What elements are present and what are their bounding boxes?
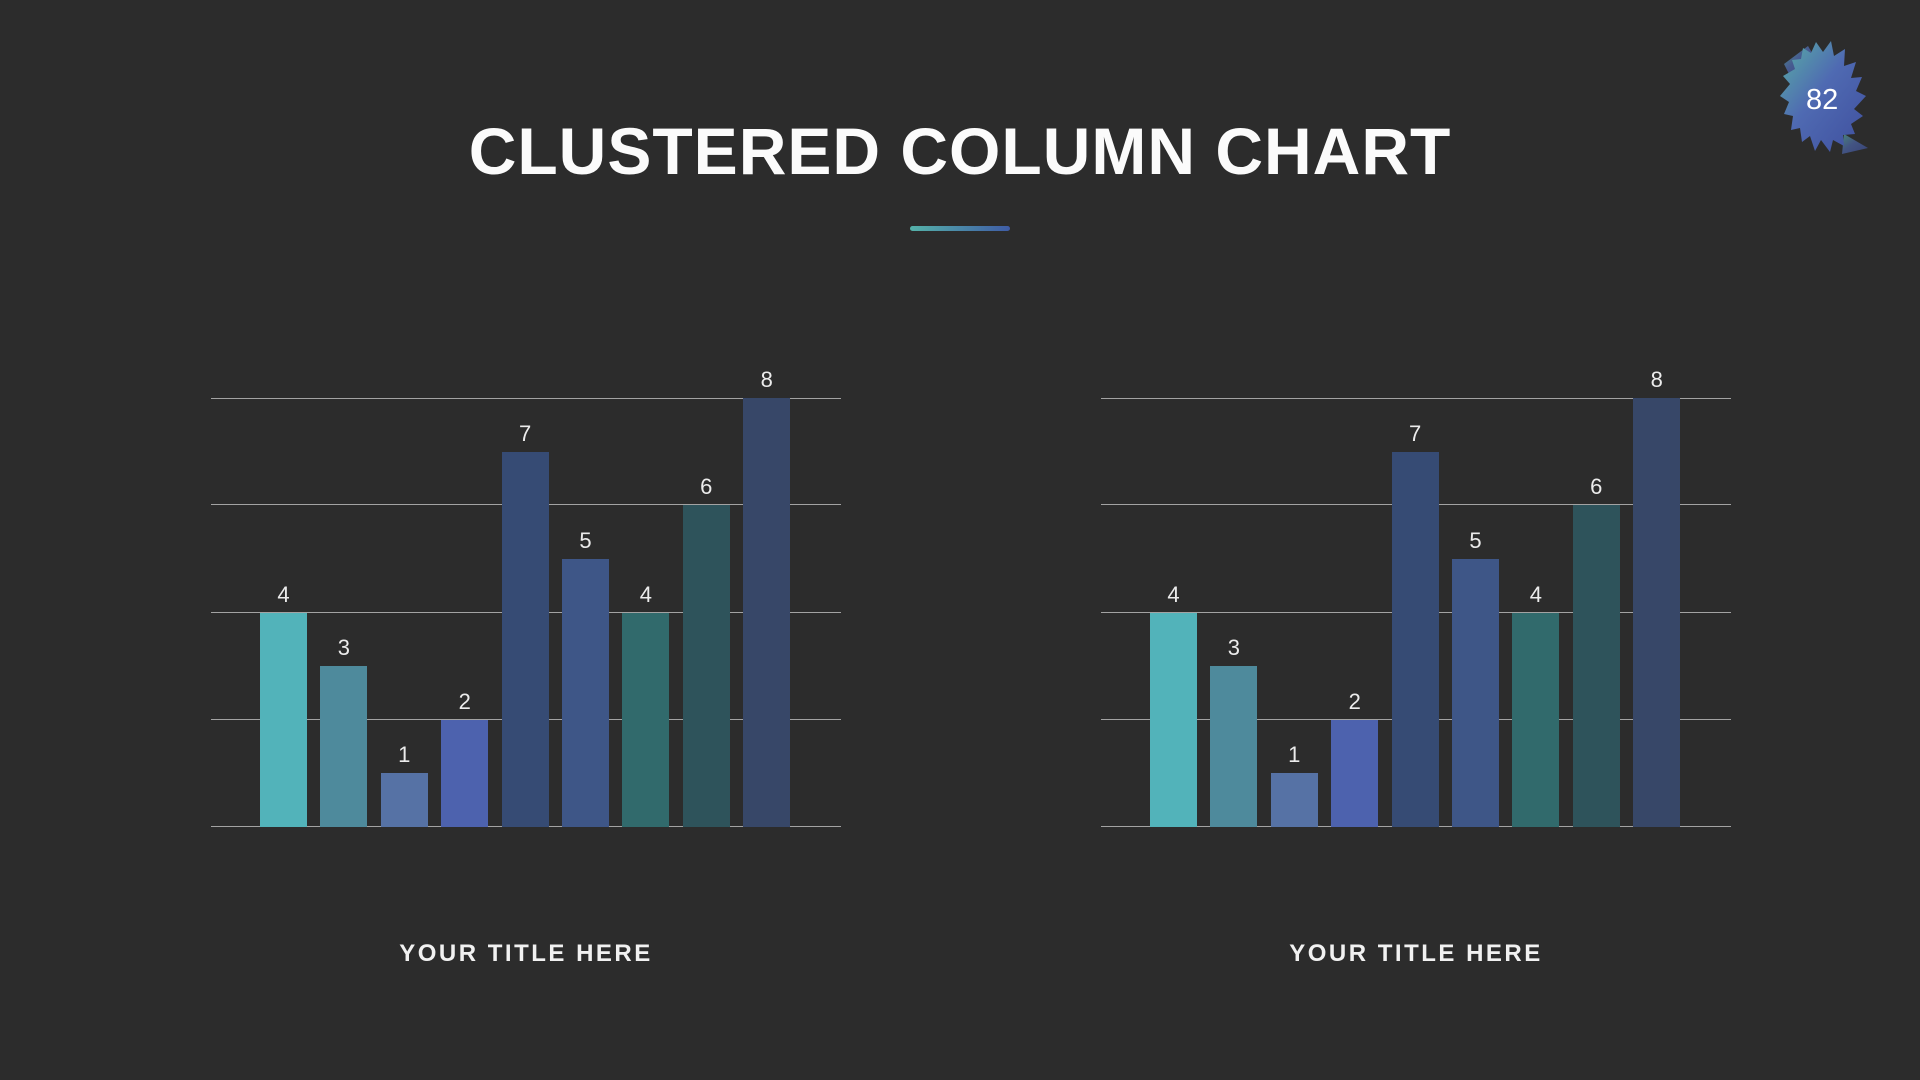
bar [1331, 719, 1379, 827]
bar [501, 451, 549, 827]
bar [1150, 612, 1197, 827]
clustered-column-chart-right: 4 3 1 2 7 5 4 6 8 YOUR TITLE HERE [1101, 369, 1731, 966]
bar-value-label: 7 [518, 420, 532, 446]
bar [1210, 666, 1258, 827]
bar-value-label: 4 [1529, 581, 1543, 607]
bar [380, 773, 428, 827]
title-underline [910, 226, 1010, 231]
bar-value-label: 6 [1590, 474, 1603, 500]
page-number-badge: 82 [1778, 36, 1878, 158]
bar [260, 612, 307, 827]
bar [743, 398, 791, 827]
bar-value-label: 4 [1167, 581, 1180, 607]
bar-value-label: 5 [579, 527, 592, 553]
gridline [1101, 398, 1731, 399]
page-number: 82 [1806, 84, 1839, 116]
bar-value-label: 1 [398, 742, 411, 768]
bar [1572, 505, 1620, 827]
bar-value-label: 3 [337, 635, 351, 661]
chart-caption: YOUR TITLE HERE [399, 940, 653, 967]
bar-value-label: 2 [1348, 688, 1361, 714]
bar-value-label: 3 [1227, 635, 1241, 661]
brush-stroke-icon [1780, 41, 1868, 154]
clustered-column-chart-left: 4 3 1 2 7 5 4 6 8 YOUR TITLE HERE [211, 369, 841, 966]
bar-value-label: 5 [1469, 527, 1482, 553]
bar-value-label: 4 [277, 581, 290, 607]
bar-value-label: 8 [1650, 367, 1663, 392]
bar-value-label: 2 [458, 688, 471, 714]
plot-area: 4 3 1 2 7 5 4 6 8 [211, 369, 841, 827]
bar [1452, 558, 1499, 827]
bar-value-label: 6 [700, 474, 713, 500]
bar [1633, 398, 1681, 827]
bar-value-label: 4 [639, 581, 653, 607]
plot-area: 4 3 1 2 7 5 4 6 8 [1101, 369, 1731, 827]
bar [1512, 612, 1560, 827]
bar [320, 666, 368, 827]
bar-value-label: 7 [1408, 420, 1422, 446]
bar-value-label: 8 [760, 367, 773, 392]
bar-value-label: 1 [1288, 742, 1301, 768]
chart-caption: YOUR TITLE HERE [1289, 940, 1543, 967]
bar [1270, 773, 1318, 827]
bar [562, 558, 609, 827]
bar [1391, 451, 1439, 827]
bar [622, 612, 670, 827]
gridline [211, 398, 841, 399]
bar [682, 505, 730, 827]
bar [441, 719, 489, 827]
page-title: CLUSTERED COLUMN CHART [468, 114, 1452, 188]
